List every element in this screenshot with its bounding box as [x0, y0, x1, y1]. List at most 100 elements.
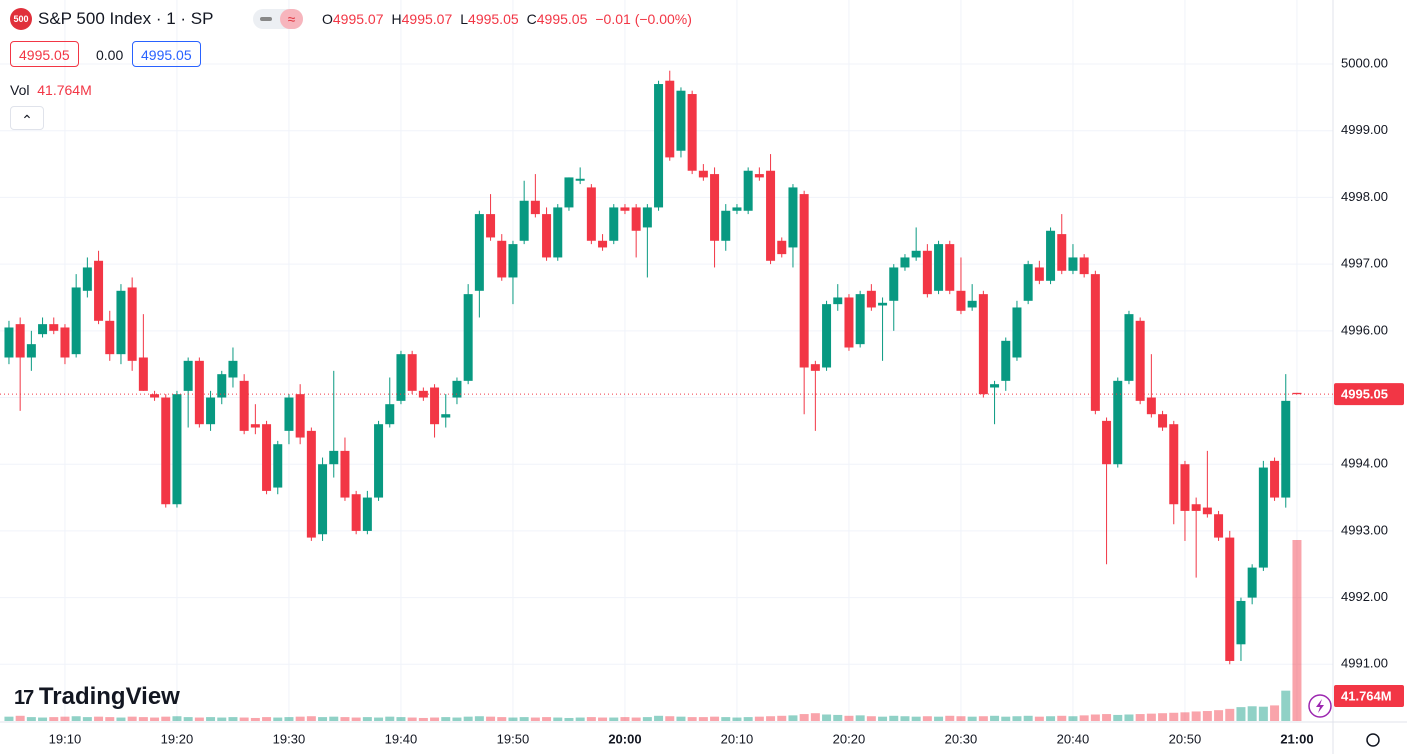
volume-bar — [855, 715, 865, 721]
volume-bar — [609, 717, 619, 721]
candle-body — [721, 210, 731, 241]
candle-body — [1270, 460, 1280, 498]
toggle[interactable]: ≈ — [253, 9, 303, 29]
candle-body — [676, 90, 686, 151]
volume-bar — [732, 717, 742, 721]
volume-bar — [642, 717, 652, 721]
x-tick-label: 19:40 — [385, 731, 418, 746]
candle-body — [654, 84, 664, 208]
lightning-icon-bolt — [1316, 699, 1324, 713]
volume-bar — [1180, 712, 1190, 721]
volume-bar — [1202, 711, 1212, 721]
ohlc-value: 4995.05 — [468, 11, 519, 27]
y-tick-label: 4992.00 — [1341, 589, 1388, 604]
candle-body — [194, 360, 204, 425]
volume-bar — [351, 717, 361, 721]
volume-bar — [866, 716, 876, 721]
collapse-button[interactable]: ⌃ — [10, 106, 44, 130]
candle-body — [452, 380, 462, 398]
settings-icon — [1366, 733, 1380, 747]
candle-body — [922, 250, 932, 295]
candle-body — [956, 290, 966, 311]
volume-bar — [788, 715, 798, 721]
candle-body — [575, 178, 585, 181]
candle-body — [60, 327, 70, 358]
candle-body — [1102, 420, 1112, 465]
volume-bar — [318, 717, 328, 721]
candle-body — [362, 497, 372, 531]
x-tick-label: 20:30 — [945, 731, 978, 746]
volume-bar — [978, 716, 988, 721]
volume-bar — [967, 716, 977, 721]
candle-body — [810, 364, 820, 371]
candle-body — [878, 302, 888, 306]
ohlc-label: O — [322, 11, 333, 27]
symbol-title[interactable]: S&P 500 Index · 1 · SP — [38, 9, 214, 28]
candle-body — [889, 267, 899, 301]
y-tick-label: 4991.00 — [1341, 656, 1388, 671]
volume-bar — [474, 716, 484, 721]
volume-bar — [889, 715, 899, 721]
candle-body — [586, 187, 596, 241]
candle-body — [239, 380, 249, 431]
candle-body — [262, 424, 272, 491]
volume-bar — [1146, 713, 1156, 721]
volume-bar — [452, 717, 462, 721]
volume-bar — [4, 716, 14, 721]
volume-bar — [900, 716, 910, 721]
candle-body — [441, 414, 451, 418]
volume-bar — [217, 717, 227, 721]
volume-bar — [542, 717, 552, 721]
volume-bar — [497, 717, 507, 721]
spread: 0.00 — [96, 47, 124, 63]
candle-body — [172, 394, 182, 505]
volume-bar — [1001, 716, 1011, 721]
candle-body — [1214, 514, 1224, 538]
candle-body — [911, 250, 921, 258]
volume-bar — [374, 717, 384, 721]
candle-body — [374, 424, 384, 498]
candle-body — [620, 207, 630, 211]
volume-bar — [710, 716, 720, 721]
candle-body — [508, 244, 518, 278]
volume-bar — [418, 717, 428, 721]
candle-body — [1180, 464, 1190, 511]
bid-box[interactable]: 4995.05 — [10, 41, 79, 67]
volume-bar — [1247, 706, 1257, 721]
logo[interactable]: 17 TradingView — [14, 683, 180, 710]
candle-body — [183, 360, 193, 391]
candle-body — [833, 297, 843, 305]
volume-bar — [1023, 715, 1033, 721]
candle-body — [799, 194, 809, 368]
volume-bar — [810, 713, 820, 721]
ask-box[interactable]: 4995.05 — [132, 41, 201, 67]
volume-bar — [396, 717, 406, 721]
candle-body — [351, 494, 361, 531]
candle-body — [105, 320, 115, 355]
candle-body — [463, 294, 473, 381]
candle-body — [284, 397, 294, 431]
volume-bar — [284, 717, 294, 721]
volume-bar — [239, 717, 249, 721]
candle-body — [978, 294, 988, 395]
volume-bar — [631, 717, 641, 721]
volume-bar — [878, 716, 888, 721]
x-tick-label: 19:50 — [497, 731, 530, 746]
volume-bar — [575, 717, 585, 721]
volume-bar — [463, 716, 473, 721]
volume-bar — [833, 714, 843, 721]
volume-bar — [362, 717, 372, 721]
candle-body — [418, 390, 428, 398]
candle-body — [15, 324, 25, 358]
volume-bar — [822, 714, 832, 721]
candle-body — [1046, 230, 1056, 281]
candle-body — [900, 257, 910, 268]
y-tick-label: 4999.00 — [1341, 122, 1388, 137]
candle-body — [990, 384, 1000, 388]
candle-body — [866, 290, 876, 308]
volume-bar — [127, 716, 137, 721]
y-tick-label: 5000.00 — [1341, 55, 1388, 70]
volume-bar — [194, 717, 204, 721]
candle-body — [1202, 507, 1212, 515]
change: −0.01 (−0.00%) — [595, 11, 692, 27]
